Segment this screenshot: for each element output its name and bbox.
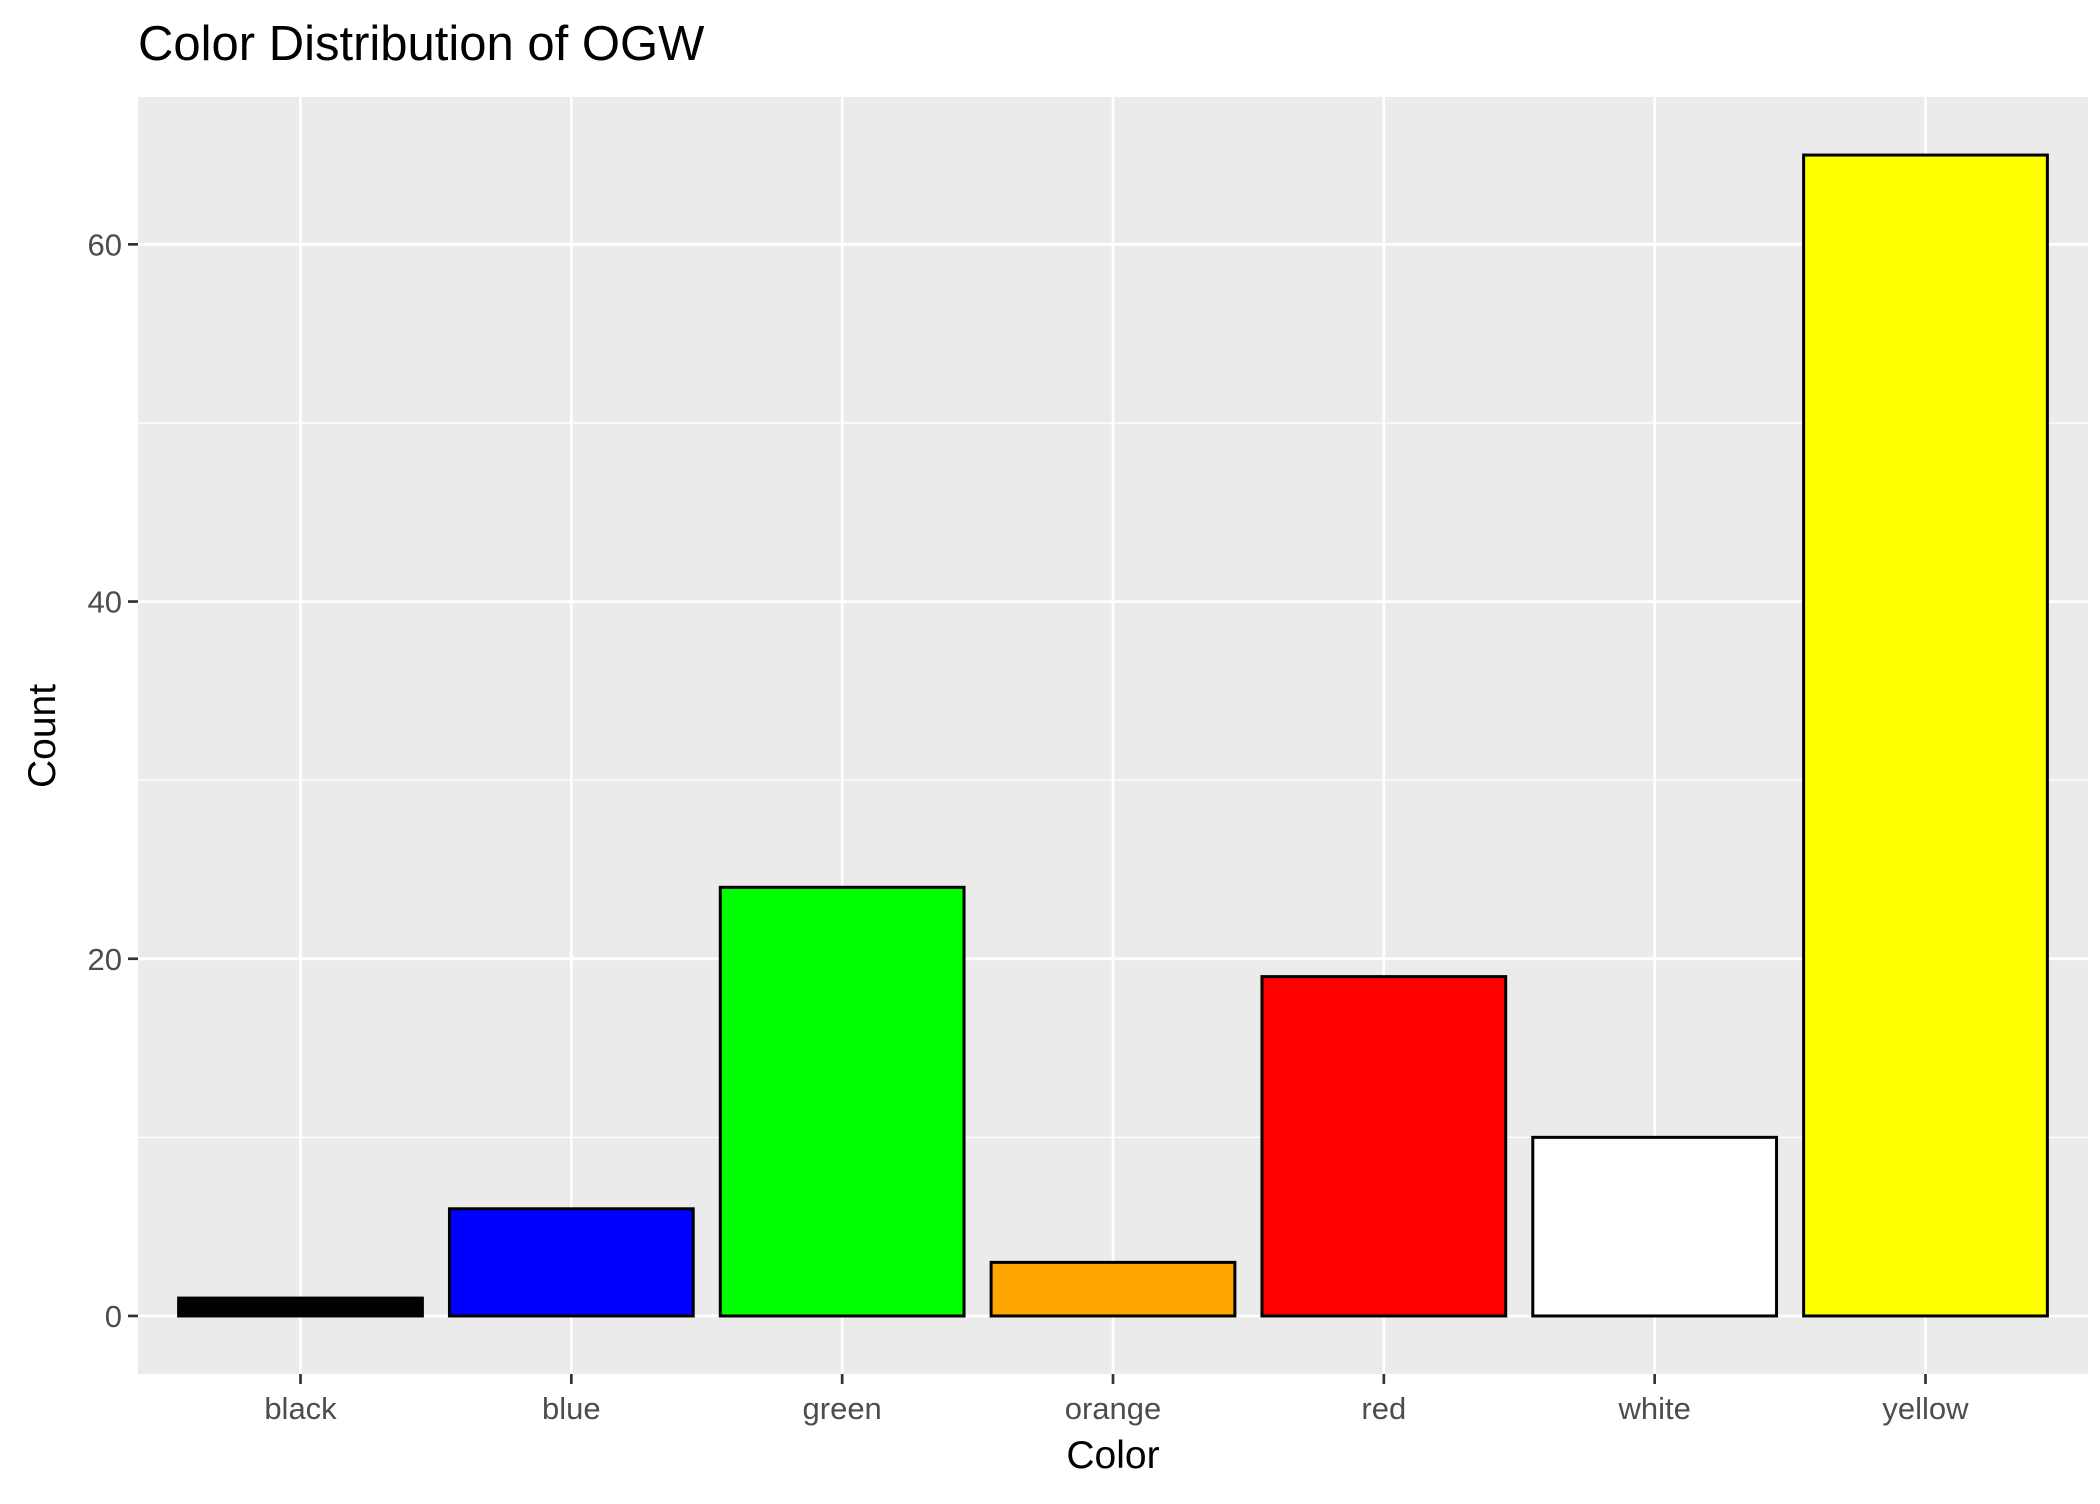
y-axis-ticks: 0 20 40 60 <box>88 227 138 1334</box>
chart-title: Color Distribution of OGW <box>138 17 705 71</box>
bar-yellow <box>1802 153 2049 1318</box>
x-tick-label: yellow <box>1882 1391 1969 1426</box>
x-tick-label: white <box>1617 1391 1690 1426</box>
bar-orange <box>989 1260 1237 1318</box>
bars <box>177 153 2049 1318</box>
y-tick-label: 40 <box>88 585 122 620</box>
y-tick-label: 0 <box>105 1299 122 1334</box>
x-axis-title: Color <box>1066 1434 1159 1477</box>
y-axis-title: Count <box>21 684 64 788</box>
bar-white <box>1531 1135 1779 1318</box>
bar-black <box>177 1296 424 1318</box>
x-tick-label: blue <box>542 1391 601 1426</box>
x-tick-label: black <box>264 1391 337 1426</box>
x-tick-label: orange <box>1065 1391 1162 1426</box>
x-axis-ticks: black blue green orange red white yellow <box>264 1374 1969 1426</box>
y-tick-label: 20 <box>88 942 122 977</box>
bar-red <box>1260 975 1508 1318</box>
bar-green <box>718 885 966 1318</box>
bar-blue <box>447 1207 695 1318</box>
y-tick-label: 60 <box>88 227 122 262</box>
x-tick-label: red <box>1361 1391 1406 1426</box>
x-tick-label: green <box>803 1391 882 1426</box>
